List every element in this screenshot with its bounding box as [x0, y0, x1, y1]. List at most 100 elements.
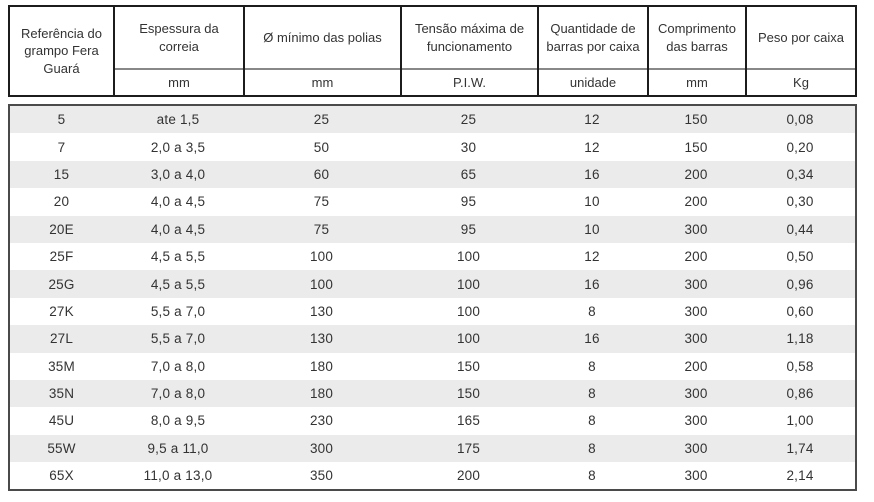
- cell: 10: [584, 194, 600, 210]
- column-label: Quantidade de barras por caixa: [546, 21, 640, 54]
- cell: 1,18: [786, 331, 814, 347]
- column-unit: P.I.W.: [402, 68, 537, 95]
- cell: 7,0 a 8,0: [150, 358, 206, 374]
- table-row: 7 2,0 a 3,5 50 30 12 150 0,20: [10, 133, 855, 161]
- cell: 8: [588, 468, 596, 484]
- column-unit: unidade: [539, 68, 647, 95]
- cell: 12: [584, 249, 600, 265]
- table-row: 27K 5,5 a 7,0 130 100 8 300 0,60: [10, 297, 855, 326]
- cell: 300: [684, 468, 708, 484]
- cell: 300: [684, 331, 708, 347]
- cell: 0,50: [786, 249, 814, 265]
- header-cell-tensao: Tensão máxima de funcionamento P.I.W.: [400, 7, 537, 95]
- cell: 27K: [49, 303, 74, 319]
- cell: 27L: [49, 331, 74, 347]
- cell: 95: [460, 221, 477, 237]
- column-label: Ø mínimo das polias: [263, 29, 382, 45]
- header-cell-peso-caixa: Peso por caixa Kg: [745, 7, 855, 95]
- table-row: 20 4,0 a 4,5 75 95 10 200 0,30: [10, 188, 855, 216]
- cell: 45U: [48, 413, 75, 429]
- header-cell-espessura: Espessura da correia mm: [113, 7, 243, 95]
- cell: 0,58: [786, 358, 814, 374]
- cell: 0,08: [786, 112, 814, 128]
- cell: 11,0 a 13,0: [143, 468, 213, 484]
- column-label: Comprimento das barras: [657, 21, 737, 54]
- cell: 25G: [48, 276, 75, 292]
- cell: 300: [309, 440, 334, 456]
- header-cell-quantidade-barras: Quantidade de barras por caixa unidade: [537, 7, 647, 95]
- cell: 5,5 a 7,0: [150, 303, 206, 319]
- cell: 7: [57, 139, 66, 155]
- column-label: Tensão máxima de funcionamento: [414, 21, 525, 54]
- table-row: 15 3,0 a 4,0 60 65 16 200 0,34: [10, 160, 855, 189]
- cell: 100: [309, 249, 334, 265]
- cell: 8: [588, 440, 596, 456]
- cell: 12: [584, 112, 600, 128]
- cell: 300: [684, 440, 708, 456]
- cell: 4,0 a 4,5: [150, 221, 206, 237]
- cell: 25: [460, 112, 477, 128]
- cell: 7,0 a 8,0: [150, 386, 206, 402]
- cell: 0,30: [786, 194, 814, 210]
- cell: 10: [584, 221, 600, 237]
- cell: 0,96: [786, 276, 814, 292]
- cell: 20E: [49, 221, 74, 237]
- cell: 65X: [49, 468, 74, 484]
- header-cell-diametro-polias: Ø mínimo das polias mm: [243, 7, 400, 95]
- cell: 8: [588, 358, 596, 374]
- cell: 130: [309, 303, 334, 319]
- cell: 25F: [49, 249, 74, 265]
- cell: 75: [313, 194, 330, 210]
- cell: 3,0 a 4,0: [150, 166, 206, 182]
- cell: 9,5 a 11,0: [147, 440, 209, 456]
- cell: 200: [684, 166, 708, 182]
- column-unit: Kg: [747, 68, 855, 95]
- cell: 35N: [48, 386, 75, 402]
- cell: 75: [313, 221, 330, 237]
- cell: 350: [309, 468, 334, 484]
- table-row: 35M 7,0 a 8,0 180 150 8 200 0,58: [10, 352, 855, 380]
- cell: 12: [584, 139, 600, 155]
- column-unit: mm: [115, 68, 243, 95]
- cell: 8: [588, 413, 596, 429]
- table-row: 5 ate 1,5 25 25 12 150 0,08: [10, 106, 855, 134]
- cell: 300: [684, 303, 708, 319]
- cell: 2,0 a 3,5: [150, 139, 206, 155]
- cell: 150: [456, 386, 481, 402]
- cell: 4,5 a 5,5: [150, 276, 206, 292]
- cell: 165: [456, 413, 481, 429]
- cell: 0,44: [786, 221, 814, 237]
- spec-table-page: Referência do grampo Fera Guará Espessur…: [8, 5, 857, 492]
- table-row: 65X 11,0 a 13,0 350 200 8 300 2,14: [10, 462, 855, 490]
- cell: 150: [684, 139, 708, 155]
- cell: 25: [313, 112, 330, 128]
- cell: 175: [456, 440, 481, 456]
- cell: 16: [584, 276, 600, 292]
- cell: 0,34: [786, 166, 814, 182]
- cell: 180: [309, 358, 334, 374]
- cell: 150: [456, 358, 481, 374]
- table-row: 35N 7,0 a 8,0 180 150 8 300 0,86: [10, 379, 855, 408]
- cell: 300: [684, 413, 708, 429]
- cell: 230: [309, 413, 334, 429]
- table-row: 25F 4,5 a 5,5 100 100 12 200 0,50: [10, 242, 855, 271]
- table-row: 20E 4,0 a 4,5 75 95 10 300 0,44: [10, 215, 855, 243]
- cell: 20: [53, 194, 70, 210]
- cell: 0,20: [786, 139, 814, 155]
- table-body: 5 ate 1,5 25 25 12 150 0,08 7 2,0 a 3,5 50 30 12 150…: [8, 104, 857, 492]
- cell: 180: [309, 386, 334, 402]
- cell: 8: [588, 386, 596, 402]
- cell: 16: [584, 331, 600, 347]
- cell: 1,00: [786, 413, 814, 429]
- cell: 200: [684, 249, 708, 265]
- cell: 4,5 a 5,5: [150, 249, 206, 265]
- column-label: Referência do grampo Fera Guará: [21, 26, 102, 76]
- cell: 150: [684, 112, 708, 128]
- cell: 8: [588, 303, 596, 319]
- cell: 300: [684, 276, 708, 292]
- cell: 300: [684, 221, 708, 237]
- cell: 65: [460, 166, 477, 182]
- cell: 15: [53, 166, 70, 182]
- cell: 95: [460, 194, 477, 210]
- column-unit: mm: [649, 68, 745, 95]
